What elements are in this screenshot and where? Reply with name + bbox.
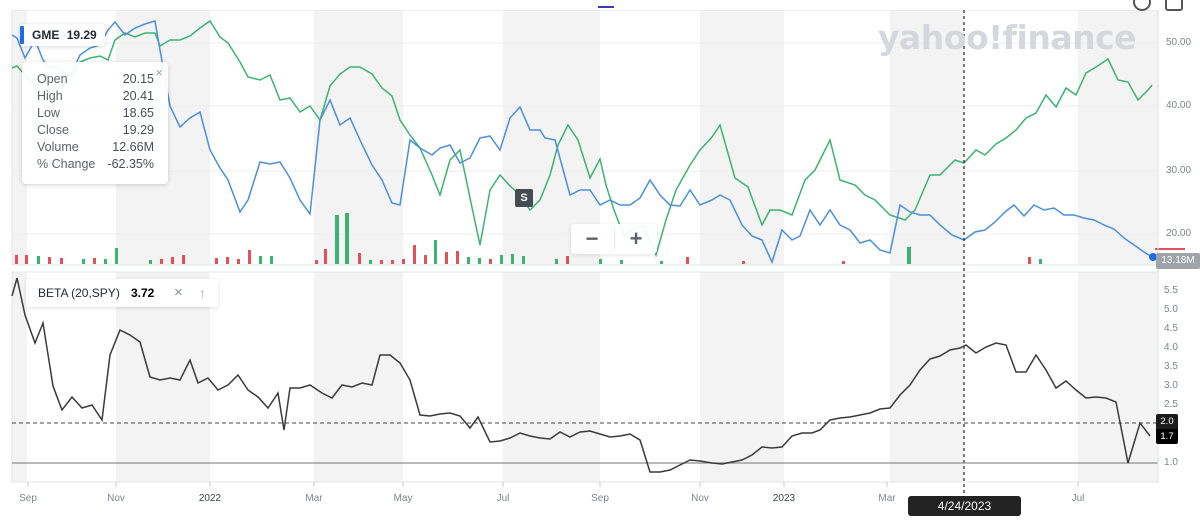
- beta-axis-label: 3.0: [1164, 380, 1178, 391]
- beta-axis-label: 4.0: [1164, 342, 1178, 353]
- beta-axis-label: 1.0: [1164, 457, 1178, 468]
- x-axis-label: Jul: [496, 493, 510, 504]
- divider: [614, 229, 615, 249]
- tooltip-value: 20.41: [122, 89, 154, 103]
- tooltip-row-open: Open 20.15: [37, 72, 154, 89]
- active-tab-indicator: [598, 6, 614, 8]
- indicator-name: BETA (20,SPY): [38, 286, 120, 300]
- zoom-out-button[interactable]: −: [585, 226, 599, 251]
- volume-bars: [15, 213, 1185, 264]
- ohlc-tooltip: × Open 20.15 High 20.41 Low 18.65 Close …: [22, 62, 168, 184]
- x-axis-year-label: 2023: [772, 493, 796, 504]
- tooltip-value: 20.15: [122, 72, 154, 86]
- x-axis-label: May: [393, 493, 413, 504]
- tooltip-row-close: Close 19.29: [37, 123, 154, 140]
- yahoo-finance-watermark: yahoo!finance: [878, 18, 1137, 57]
- x-axis-label: Jul: [1071, 493, 1085, 504]
- beta-reference-flag: 2.0: [1156, 414, 1178, 429]
- gme-legend[interactable]: GME 19.29: [20, 24, 105, 46]
- split-event-marker[interactable]: S: [515, 189, 533, 207]
- toolbar-strip: [0, 0, 1200, 11]
- price-axis-label: 30.00: [1166, 165, 1192, 176]
- x-axis-label: Nov: [691, 493, 709, 504]
- tooltip-value: 19.29: [122, 123, 154, 137]
- beta-indicator-legend[interactable]: BETA (20,SPY) 3.72 × ↑: [26, 279, 218, 307]
- tooltip-value: 12.66M: [112, 140, 154, 154]
- beta-axis-label: 2.5: [1164, 399, 1178, 410]
- beta-axis-label: 5.0: [1164, 304, 1178, 315]
- gme-price-line: [11, 20, 1153, 265]
- legend-symbol: GME: [32, 28, 60, 42]
- tooltip-label: Volume: [37, 140, 79, 154]
- tooltip-row-change: % Change -62.35%: [37, 157, 154, 174]
- tooltip-row-high: High 20.41: [37, 89, 154, 106]
- zoom-controls: − +: [571, 224, 657, 254]
- tooltip-label: Open: [37, 72, 68, 86]
- tooltip-label: % Change: [37, 157, 96, 171]
- legend-price: 19.29: [66, 28, 97, 42]
- beta-axis-label: 5.5: [1164, 285, 1178, 296]
- volume-value-flag: 13.18M: [1156, 253, 1200, 269]
- gear-icon[interactable]: [1133, 0, 1151, 11]
- series-color-swatch: [20, 26, 24, 44]
- beta-line: [11, 277, 1151, 473]
- x-axis-label: Nov: [107, 493, 125, 504]
- indicator-value: 3.72: [131, 286, 155, 300]
- x-axis-label: Mar: [878, 493, 896, 504]
- tooltip-label: High: [37, 89, 63, 103]
- x-axis-label: Mar: [305, 493, 323, 504]
- x-axis-year-label: 2022: [198, 493, 222, 504]
- price-axis-label: 20.00: [1166, 228, 1192, 239]
- price-axis-label: 40.00: [1166, 100, 1192, 111]
- tooltip-row-low: Low 18.65: [37, 106, 154, 123]
- comparison-line: [11, 19, 1153, 258]
- close-icon[interactable]: ×: [155, 65, 163, 80]
- tooltip-value: -62.35%: [107, 157, 154, 171]
- x-axis-label: Sep: [591, 493, 609, 504]
- zoom-in-button[interactable]: +: [629, 226, 643, 251]
- x-axis-ticks: [27, 482, 1079, 487]
- beta-axis-label: 4.5: [1164, 323, 1178, 334]
- price-axis-label: 50.00: [1166, 37, 1192, 48]
- tooltip-value: 18.65: [122, 106, 154, 120]
- beta-current-flag: 1.7: [1156, 429, 1178, 444]
- x-axis-label: Sep: [19, 493, 37, 504]
- crosshair-date-flag: 4/24/2023: [908, 496, 1021, 516]
- expand-icon[interactable]: [1165, 0, 1183, 11]
- move-up-icon[interactable]: ↑: [199, 285, 206, 301]
- tooltip-label: Low: [37, 106, 60, 120]
- remove-indicator-icon[interactable]: ×: [174, 284, 183, 301]
- month-bands: [12, 10, 1158, 482]
- gme-last-point: [1149, 253, 1157, 261]
- tooltip-label: Close: [37, 123, 69, 137]
- beta-axis-label: 3.5: [1164, 361, 1178, 372]
- tooltip-row-volume: Volume 12.66M: [37, 140, 154, 157]
